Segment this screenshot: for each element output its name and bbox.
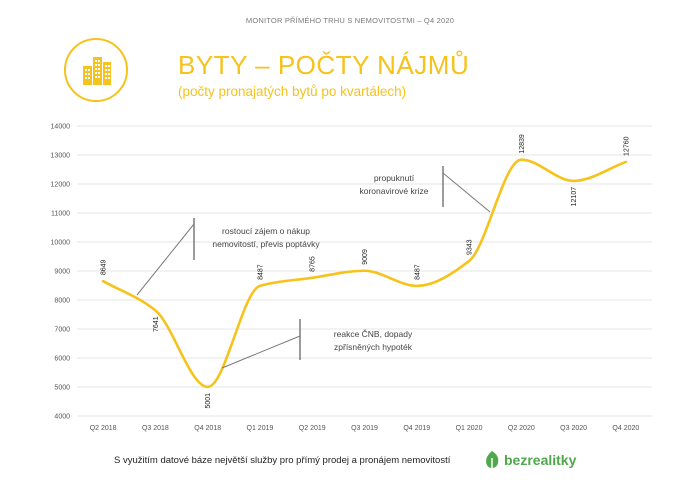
y-tick-label: 7000: [54, 327, 70, 334]
annotation-text: zpřísněných hypoték: [334, 342, 413, 352]
annotation-text: koronavirové krize: [360, 186, 429, 196]
buildings-icon: [83, 57, 111, 85]
y-tick-label: 6000: [54, 356, 70, 363]
y-tick-label: 12000: [51, 182, 71, 189]
data-label: 9009: [362, 249, 369, 265]
data-label: 12839: [519, 134, 526, 154]
leaf-icon: [486, 451, 499, 468]
report-header: MONITOR PŘÍMÉHO TRHU S NEMOVITOSTMI – Q4…: [245, 16, 455, 25]
annotation-connector: [221, 335, 301, 369]
data-label: 8487: [257, 264, 264, 280]
y-tick-label: 14000: [51, 124, 71, 131]
data-label: 5001: [205, 393, 212, 409]
annotation-text: propuknutí: [374, 173, 415, 183]
annotation-text: nemovitostí, převis poptávky: [212, 239, 320, 249]
page-title: BYTY – POČTY NÁJMŮ: [178, 50, 470, 80]
brand-logo: bezrealitky: [484, 450, 576, 470]
y-tick-label: 9000: [54, 269, 70, 276]
x-tick-label: Q3 2019: [351, 425, 378, 432]
brand-name: bezrealitky: [504, 452, 577, 468]
data-label: 7641: [153, 316, 160, 332]
data-label: 9343: [467, 239, 474, 255]
x-tick-label: Q2 2020: [508, 425, 535, 432]
y-tick-label: 11000: [51, 211, 70, 218]
y-tick-label: 4000: [54, 414, 70, 421]
data-label: 12760: [623, 136, 630, 156]
annotation-connector: [442, 172, 491, 213]
x-tick-label: Q4 2019: [403, 425, 430, 432]
x-tick-label: Q3 2018: [142, 425, 169, 432]
y-tick-label: 13000: [51, 153, 71, 160]
x-tick-label: Q3 2020: [560, 425, 587, 432]
data-label: 8765: [310, 256, 317, 272]
data-label: 12107: [571, 187, 578, 207]
x-tick-label: Q2 2018: [90, 425, 117, 432]
y-tick-label: 10000: [51, 240, 71, 247]
x-tick-label: Q1 2020: [456, 425, 483, 432]
logo-badge: [64, 38, 128, 102]
data-label: 8487: [414, 264, 421, 280]
x-tick-label: Q4 2020: [612, 425, 639, 432]
y-tick-label: 5000: [54, 385, 70, 392]
y-tick-label: 8000: [54, 298, 70, 305]
annotation-text: reakce ČNB, dopady: [334, 329, 413, 339]
series-line: [101, 158, 628, 389]
x-tick-label: Q1 2019: [247, 425, 274, 432]
x-tick-label: Q4 2018: [194, 425, 221, 432]
page-subtitle: (počty pronajatých bytů po kvartálech): [178, 84, 407, 99]
footer-note: S využitím datové báze největší služby p…: [114, 455, 451, 466]
data-label: 8649: [101, 259, 108, 275]
annotation-text: rostoucí zájem o nákup: [222, 226, 310, 236]
x-tick-label: Q2 2019: [299, 425, 326, 432]
annotation-connector: [136, 223, 195, 296]
